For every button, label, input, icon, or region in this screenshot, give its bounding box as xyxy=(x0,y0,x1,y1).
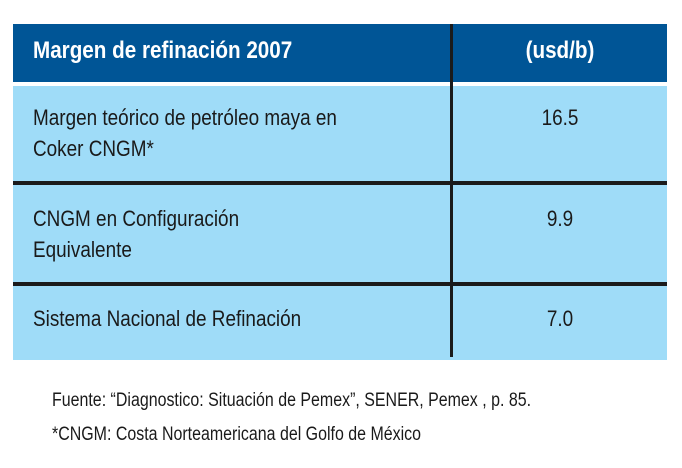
table-header: Margen de refinación 2007 (usd/b) xyxy=(13,24,667,82)
row-label: CNGM en Configuración Equivalente xyxy=(33,206,240,262)
table-row: Margen teórico de petróleo maya en Coker … xyxy=(13,86,667,182)
row-label: Margen teórico de petróleo maya en Coker … xyxy=(33,105,337,161)
row-value: 16.5 xyxy=(541,105,579,130)
table-row: Sistema Nacional de Refinación 7.0 xyxy=(13,286,667,360)
source-note: Fuente: “Diagnostico: Situación de Pemex… xyxy=(52,390,532,411)
row-divider xyxy=(13,282,667,286)
row-value: 9.9 xyxy=(546,206,574,231)
column-divider xyxy=(450,24,453,357)
header-unit: (usd/b) xyxy=(525,37,595,64)
row-divider xyxy=(13,181,667,185)
row-label: Sistema Nacional de Refinación xyxy=(33,306,302,331)
footnote: *CNGM: Costa Norteamericana del Golfo de… xyxy=(52,424,422,445)
row-value: 7.0 xyxy=(546,306,574,331)
header-label: Margen de refinación 2007 xyxy=(33,37,293,64)
table-row: CNGM en Configuración Equivalente 9.9 xyxy=(13,185,667,282)
